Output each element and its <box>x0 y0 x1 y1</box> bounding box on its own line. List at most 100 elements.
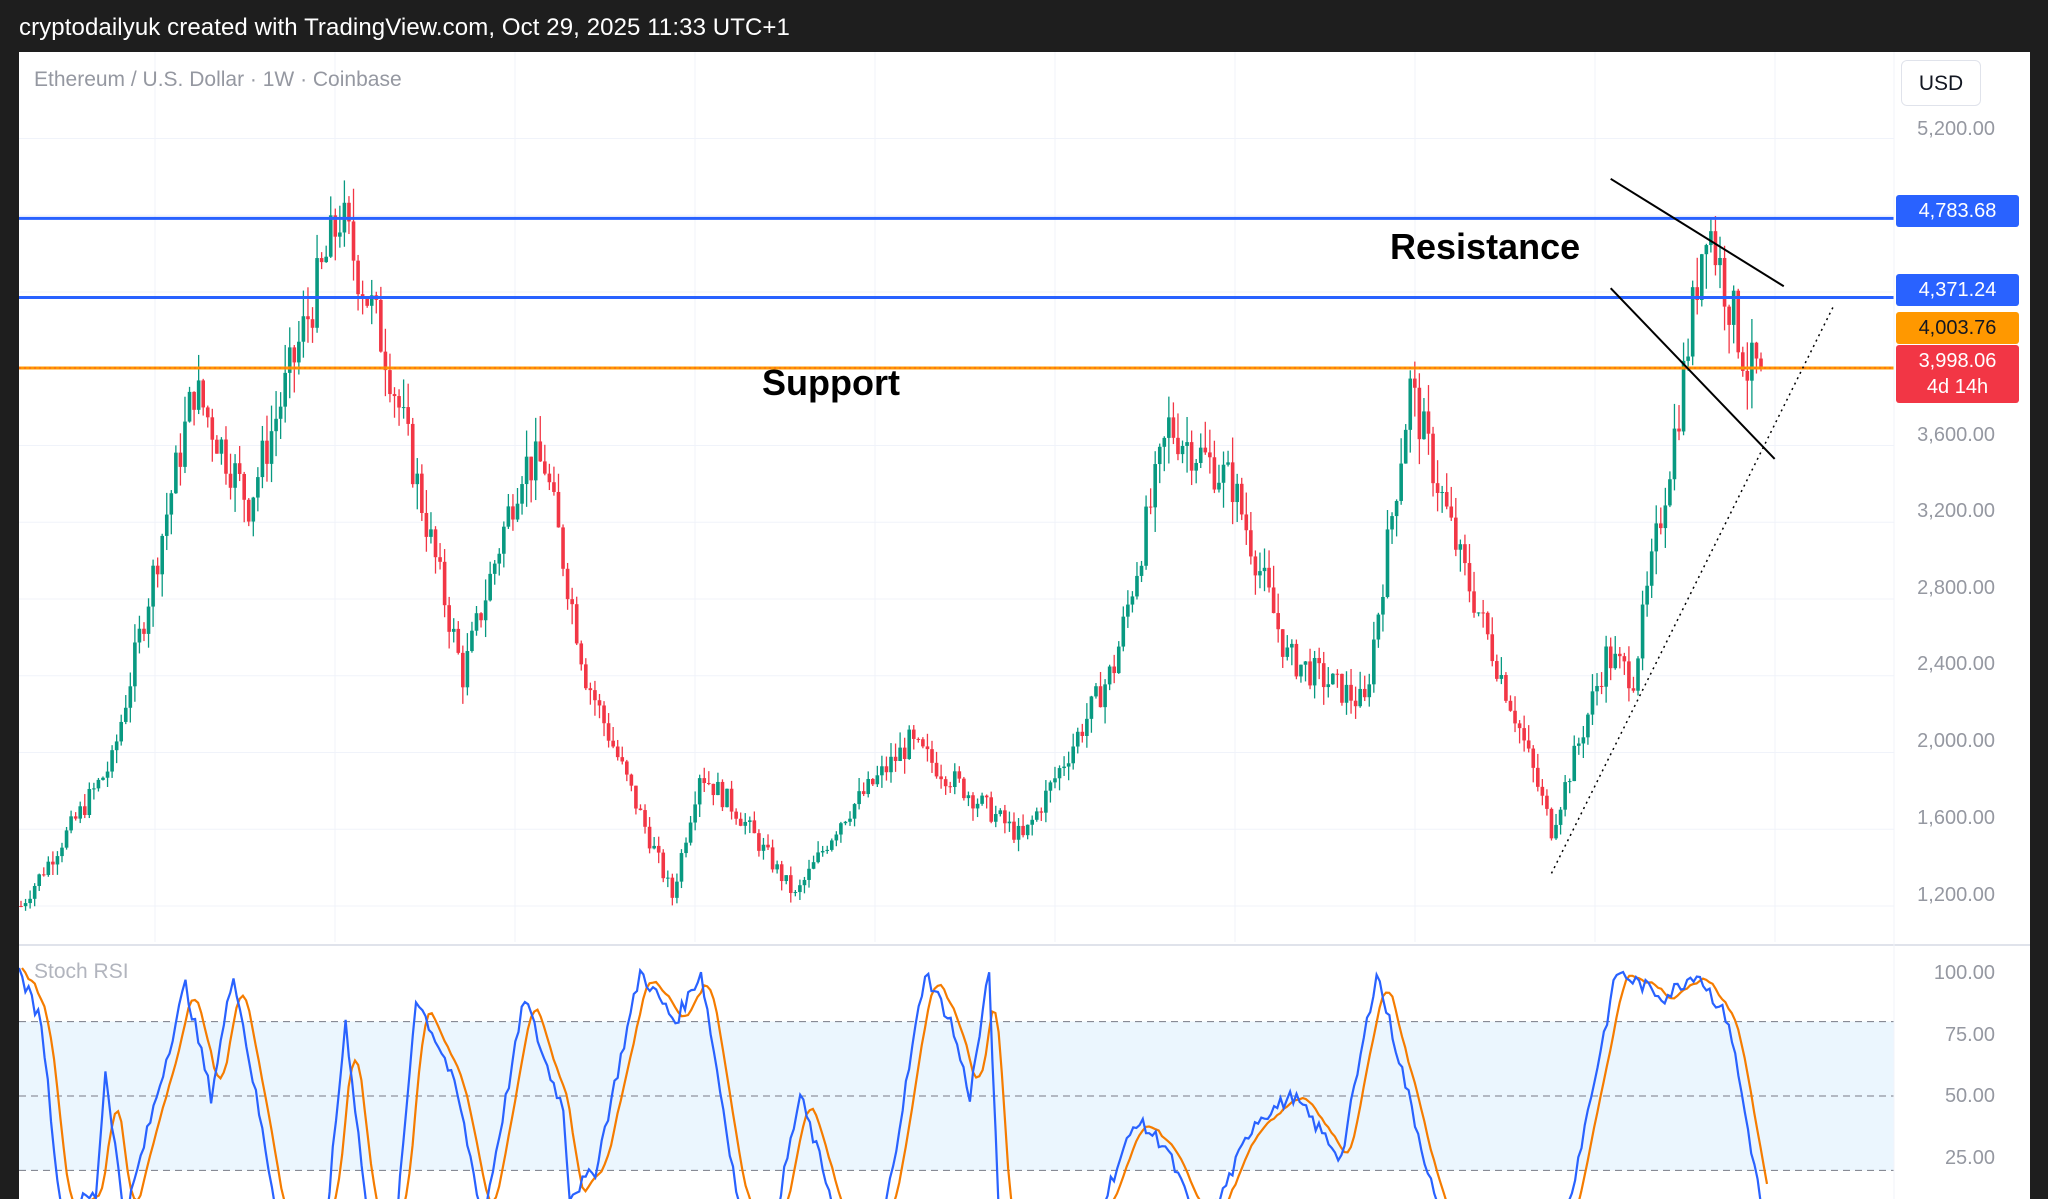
candle-body <box>565 568 570 600</box>
candle-body <box>1636 658 1640 691</box>
currency-button[interactable]: USD <box>1901 60 1981 106</box>
candle-body <box>324 256 328 263</box>
candle-body <box>656 845 661 853</box>
candle-body <box>520 484 524 504</box>
candle-body <box>1722 257 1727 307</box>
candle-body <box>852 804 857 819</box>
candle-body <box>260 440 265 478</box>
candle-body <box>875 775 880 785</box>
candle-body <box>606 723 611 741</box>
candle-body <box>1695 287 1700 301</box>
candle-body <box>720 781 725 808</box>
candle-body <box>51 861 55 865</box>
candle-body <box>1627 661 1631 689</box>
candle-body <box>424 512 429 537</box>
candle-body <box>429 529 433 537</box>
candle-body <box>1044 790 1048 813</box>
candle-body <box>925 746 930 750</box>
candle-body <box>1449 506 1454 518</box>
candle-body <box>483 600 488 621</box>
candle-body <box>770 847 775 870</box>
candle-body <box>246 499 251 522</box>
candle-body <box>1704 245 1709 255</box>
channel-lower-line[interactable] <box>1609 287 1776 460</box>
candle-body <box>438 557 442 562</box>
candle-body <box>634 785 638 809</box>
candle-body <box>1362 688 1367 698</box>
candle-body <box>1572 745 1577 782</box>
candle-body <box>793 892 798 894</box>
candle-body <box>347 202 351 222</box>
candle-body <box>278 406 283 419</box>
candle-body <box>880 766 884 776</box>
candle-body <box>1221 464 1226 483</box>
candle-body <box>283 372 287 407</box>
candle-body <box>1144 506 1148 566</box>
resistance-annotation[interactable]: Resistance <box>1390 226 1581 267</box>
chart-panel[interactable]: Ethereum / U.S. Dollar · 1W · Coinbase U… <box>19 52 2030 1199</box>
candle-body <box>274 418 278 432</box>
candle-body <box>816 852 820 863</box>
candle-body <box>1208 452 1212 458</box>
candle-body <box>1062 766 1066 769</box>
candle-body <box>1417 387 1422 440</box>
price-axis-label: 2,400.00 <box>1917 653 1995 675</box>
candle-body <box>174 452 178 494</box>
candle-body <box>538 441 543 462</box>
candle-body <box>707 783 711 785</box>
candle-body <box>1399 463 1403 501</box>
candle-body <box>196 380 201 410</box>
candle-body <box>839 823 843 835</box>
candle-body <box>1513 710 1517 724</box>
candle-body <box>1759 358 1763 370</box>
candle-body <box>1549 808 1554 839</box>
candle-body <box>1203 447 1208 453</box>
chart-canvas[interactable] <box>19 52 2030 1199</box>
candle-body <box>502 526 506 554</box>
candle-body <box>652 845 656 849</box>
candle-body <box>1353 700 1358 707</box>
candle-body <box>761 844 766 851</box>
candle-body <box>1481 612 1485 614</box>
candle-body <box>1668 479 1672 506</box>
candle-body <box>1590 691 1595 715</box>
candle-body <box>1463 544 1467 564</box>
support-annotation[interactable]: Support <box>762 362 900 403</box>
candle-body <box>980 795 984 804</box>
candle-body <box>1171 417 1176 438</box>
candle-body <box>1239 483 1244 515</box>
candle-body <box>1595 685 1599 692</box>
candle-body <box>1545 795 1549 809</box>
candle-body <box>319 258 324 263</box>
candle-body <box>1294 643 1299 677</box>
uptrend-line[interactable] <box>1550 305 1835 874</box>
candle-body <box>529 456 533 481</box>
candle-body <box>497 553 502 564</box>
candle-body <box>1495 661 1499 679</box>
candle-body <box>1258 571 1262 576</box>
header-caption: cryptodailyuk created with TradingView.c… <box>19 14 790 41</box>
candle-body <box>902 747 907 760</box>
candle-body <box>1025 824 1030 836</box>
candle-body <box>834 834 839 841</box>
candle-body <box>1262 567 1267 572</box>
candle-body <box>1754 342 1759 359</box>
candle-body <box>1107 666 1112 685</box>
candle-body <box>861 791 866 795</box>
candle-body <box>1472 591 1476 613</box>
channel-upper-line[interactable] <box>1610 177 1785 288</box>
candle-body <box>552 482 556 492</box>
candle-body <box>1586 714 1590 738</box>
candle-body <box>602 705 606 724</box>
candle-body <box>1094 686 1098 697</box>
candle-body <box>1663 505 1668 529</box>
candle-body <box>1631 688 1636 691</box>
candle-body <box>310 319 315 328</box>
candle-body <box>1226 462 1230 465</box>
candle-body <box>870 778 875 785</box>
candle-body <box>1312 657 1317 686</box>
candle-body <box>1331 673 1335 685</box>
candle-body <box>1731 290 1736 325</box>
last-price-value: 3,998.06 <box>1918 350 1997 372</box>
stoch-axis-label: 100.00 <box>1933 962 1995 984</box>
